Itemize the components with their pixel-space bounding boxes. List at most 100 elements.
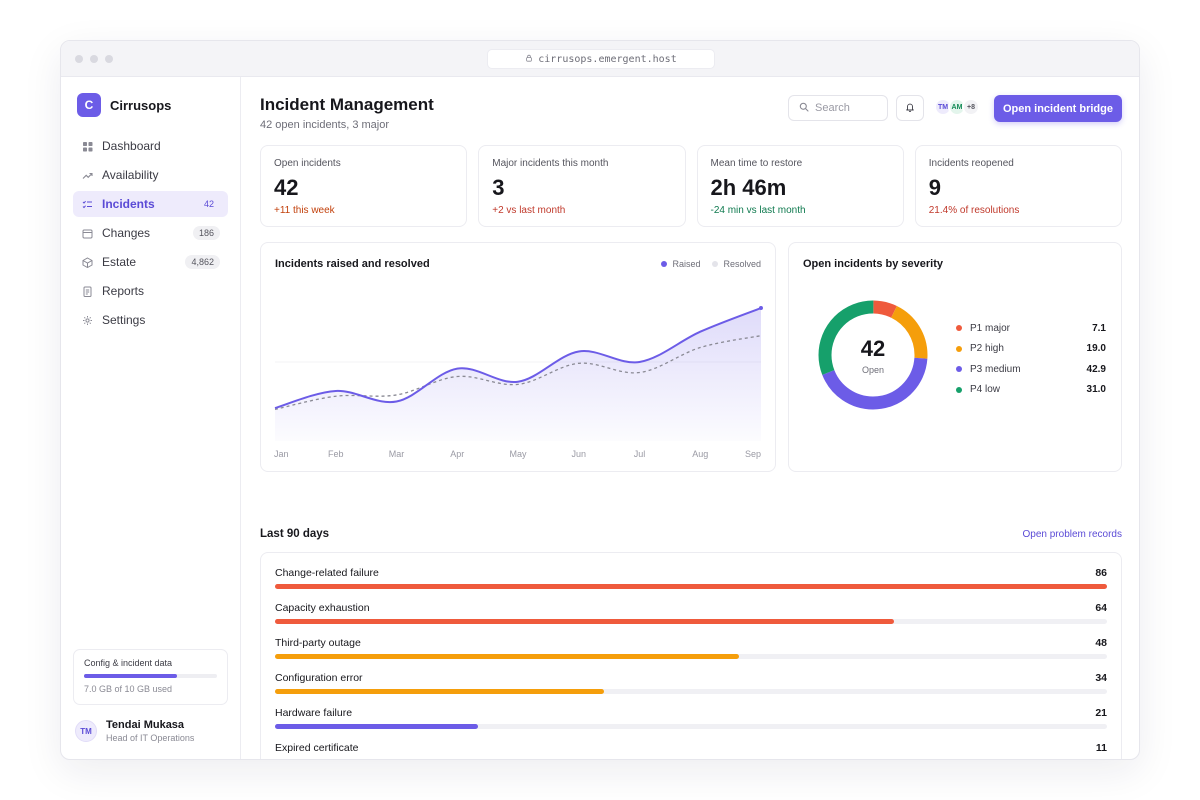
bar-value: 64 [1095, 602, 1107, 614]
bar-track [275, 619, 1107, 624]
cause-bar-row: Expired certificate 11 [275, 742, 1107, 760]
legend-swatch [956, 366, 962, 373]
kpi-label: Mean time to restore [710, 158, 803, 169]
donut-slice-p3-medium[interactable] [818, 300, 928, 410]
severity-value: 31.0 [1086, 384, 1106, 396]
brand[interactable]: C Cirrusops [77, 93, 171, 117]
severity-label: P4 low [970, 384, 1001, 396]
legend-item-resolved[interactable]: Resolved [712, 259, 761, 269]
calendar-icon [82, 228, 93, 239]
kpi-delta: +2 vs last month [492, 205, 566, 216]
series-line-raised [274, 307, 762, 410]
search-icon [799, 102, 809, 115]
address-bar[interactable]: cirrusops.emergent.host [487, 49, 715, 69]
storage-label: 7.0 GB of 10 GB used [84, 684, 173, 694]
bar-track [275, 654, 1107, 659]
brand-logo: C [77, 93, 101, 117]
storage-progress-fill [84, 674, 178, 678]
x-tick-label: Sep [745, 449, 761, 459]
sidebar-item-availability[interactable]: Availability [73, 162, 228, 188]
kpi-delta: -24 min vs last month [710, 205, 806, 216]
kpi-value: 3 [492, 175, 505, 200]
legend-swatch [956, 386, 962, 393]
legend-label: Raised [672, 259, 701, 269]
cause-bar-row: Configuration error 34 [275, 672, 1107, 694]
kpi-card: Mean time to restore 2h 46m -24 min vs las… [696, 145, 904, 227]
legend-swatch [956, 325, 962, 332]
kpi-value: 42 [274, 175, 299, 200]
kpi-row: Open incidents 42 +11 this week Major incid… [260, 145, 1122, 227]
x-tick-label: Feb [328, 449, 344, 459]
trend-icon [82, 170, 93, 181]
browser-titlebar: cirrusops.emergent.host [61, 41, 1139, 77]
sidebar-item-reports[interactable]: Reports [73, 278, 228, 304]
sidebar-item-badge: 42 [203, 199, 214, 209]
search-input[interactable]: Search [788, 95, 888, 121]
severity-value: 19.0 [1086, 343, 1106, 355]
cause-bar-row: Capacity exhaustion 64 [275, 602, 1107, 624]
bar-track [275, 689, 1107, 694]
severity-donut-card: Open incidents by severity 42 Open P1 ma… [788, 242, 1122, 472]
bar-track [275, 584, 1107, 589]
severity-value: 42.9 [1086, 363, 1106, 375]
gear-icon [82, 315, 93, 326]
x-tick-label: Jun [571, 449, 586, 459]
sidebar-item-incidents[interactable]: Incidents 42 [73, 191, 228, 217]
user-profile[interactable]: TM Tendai Mukasa Head of IT Operations [75, 719, 194, 743]
sidebar-item-changes[interactable]: Changes 186 [73, 220, 228, 246]
sidebar-item-dashboard[interactable]: Dashboard [73, 133, 228, 159]
team-avatars[interactable]: TM AM +8 [934, 98, 980, 116]
bar-track [275, 724, 1107, 729]
storage-usage-card: Config & incident data 7.0 GB of 10 GB u… [73, 649, 228, 705]
sidebar: C Cirrusops Dashboard Availability Inciden… [61, 77, 241, 759]
bar-value: 11 [1095, 742, 1107, 754]
sidebar-item-estate[interactable]: Estate 4,862 [73, 249, 228, 275]
legend-swatch [712, 261, 719, 267]
bar-header: Configuration error 34 [275, 672, 1107, 684]
main-content: Incident Management 42 open incidents, 3… [242, 77, 1139, 760]
donut-center-label: Open [861, 364, 885, 375]
kpi-value: 2h 46m [710, 175, 787, 200]
bar-value: 86 [1095, 567, 1107, 579]
bell-icon [905, 99, 915, 117]
legend-label: Resolved [723, 259, 761, 269]
open-incident-bridge-button[interactable]: Open incident bridge [994, 95, 1122, 122]
sidebar-item-label: Availability [102, 168, 159, 182]
notifications-button[interactable] [896, 95, 924, 121]
donut-center-value: 42 [860, 335, 886, 361]
bar-label: Capacity exhaustion [275, 602, 370, 614]
kpi-delta: +11 this week [274, 205, 335, 216]
kpi-label: Incidents reopened [928, 158, 1014, 169]
search-placeholder: Search [815, 102, 850, 114]
open-problem-records-link[interactable]: Open problem records [1022, 529, 1123, 540]
kpi-delta: 21.4% of resolutions [928, 205, 1020, 216]
grid-icon [82, 141, 93, 152]
incidents-line-chart-card: Incidents raised and resolved Raised Reso… [260, 242, 776, 472]
sidebar-item-badge: 186 [192, 226, 220, 240]
sidebar-item-settings[interactable]: Settings [73, 307, 228, 333]
cause-bar-row: Change-related failure 86 [275, 567, 1107, 589]
severity-label: P3 medium [970, 363, 1021, 375]
bar-fill [275, 584, 1107, 589]
bar-label: Configuration error [275, 672, 363, 684]
kpi-card: Major incidents this month 3 +2 vs last mo… [478, 145, 686, 227]
donut-slice-p4-low[interactable] [818, 300, 928, 410]
page-subtitle: 42 open incidents, 3 major [260, 119, 390, 131]
bar-fill [275, 619, 895, 624]
bar-track [275, 759, 1107, 760]
document-icon [82, 286, 93, 297]
storage-title: Config & incident data [84, 658, 173, 668]
donut-svg [818, 300, 928, 410]
severity-legend-item: P4 low 31.0 [956, 380, 1106, 401]
severity-legend-item: P3 medium 42.9 [956, 359, 1106, 380]
user-role: Head of IT Operations [106, 733, 195, 743]
sidebar-item-label: Reports [102, 284, 145, 298]
window-controls[interactable] [75, 55, 113, 63]
checklist-icon [82, 199, 93, 210]
line-chart: Jan Feb Mar Apr May Jun Jul Aug Sep [274, 306, 763, 459]
x-tick-label: Jul [634, 449, 646, 459]
donut-slice-p2-high[interactable] [818, 300, 928, 410]
legend-item-raised[interactable]: Raised [661, 259, 700, 269]
severity-legend-item: P1 major 7.1 [956, 318, 1106, 339]
donut-chart-title: Open incidents by severity [803, 258, 943, 270]
